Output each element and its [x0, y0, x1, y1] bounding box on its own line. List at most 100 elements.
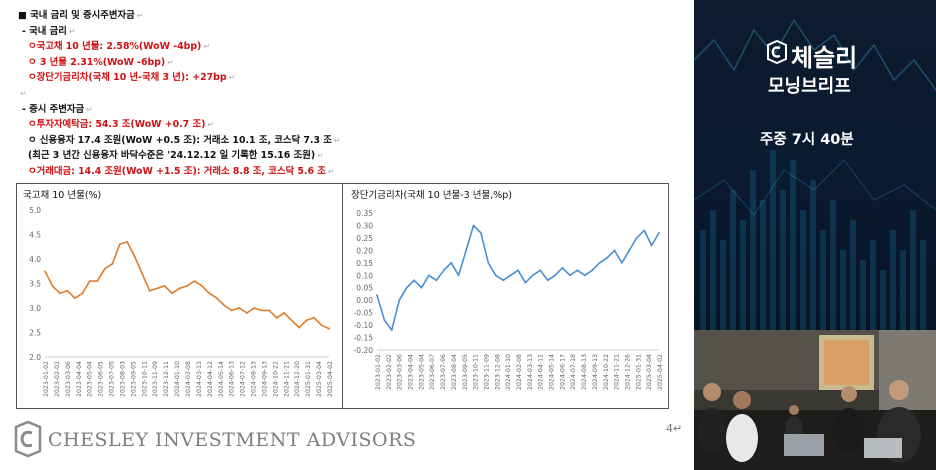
studio-people-image-icon	[694, 330, 936, 470]
data-point	[502, 279, 505, 282]
stream-panel: 체슬리 모닝브리프 주중 7시 40분	[694, 0, 936, 470]
data-point	[171, 292, 174, 295]
data-point	[487, 261, 490, 264]
y-tick-label: 0.10	[356, 271, 373, 280]
x-tick-label: 2023-04-04	[408, 354, 415, 390]
x-tick-label: 2024-11-21	[614, 354, 621, 390]
brand-subtitle: 모닝브리프	[768, 76, 851, 97]
webcam-video	[694, 330, 936, 470]
x-tick-label: 2024-01-10	[505, 354, 512, 390]
chesley-logo-icon	[14, 420, 42, 458]
y-tick-label: 0.25	[356, 234, 373, 243]
data-point	[298, 326, 300, 329]
data-point	[405, 286, 408, 289]
y-tick-label: -0.05	[354, 309, 374, 318]
y-tick-label: 0.15	[356, 259, 373, 268]
x-tick-label: 2024-10-22	[272, 361, 279, 397]
rate-item: ㅇ장단기금리차(국채 10 년-국채 3 년): +27bp ↵	[28, 72, 236, 84]
data-point	[598, 261, 601, 264]
data-point	[450, 261, 453, 264]
section-heading: ■ 국내 금리 및 증시주변자금 ↵	[18, 10, 144, 21]
data-point	[320, 324, 323, 327]
data-point	[413, 279, 415, 282]
x-tick-label: 2024-12-26	[624, 354, 631, 390]
data-point	[260, 309, 263, 312]
data-point	[201, 285, 203, 287]
x-tick-label: 2023-10-11	[473, 354, 480, 390]
data-point	[472, 224, 475, 227]
fund-item: ㅇ거래대금: 14.4 조원(WoW +1.5 조): 거래소 8.8 조, 코…	[28, 165, 335, 177]
x-tick-label: 2023-02-02	[386, 354, 393, 390]
data-point	[643, 229, 646, 232]
x-tick-label: 2024-12-20	[294, 361, 301, 397]
x-tick-label: 2024-09-13	[261, 361, 268, 397]
data-point	[546, 279, 549, 282]
data-point	[576, 269, 579, 272]
x-tick-label: 2024-08-13	[581, 354, 588, 390]
background-chart-icon	[694, 18, 936, 330]
data-point	[253, 307, 256, 309]
data-point	[517, 269, 519, 272]
data-point	[457, 274, 460, 277]
y-tick-label: 4.5	[29, 231, 41, 240]
data-point	[186, 285, 188, 287]
x-tick-label: 2023-01-02	[43, 361, 50, 397]
data-point	[223, 304, 226, 307]
x-tick-label: 2024-10-22	[603, 354, 610, 390]
x-tick-label: 2024-04-12	[538, 354, 545, 390]
data-point	[238, 307, 241, 309]
x-tick-label: 2023-05-04	[87, 361, 94, 397]
y-tick-label: 5.0	[29, 206, 41, 215]
x-tick-label: 2023-07-05	[109, 361, 116, 397]
x-tick-label: 2023-12-11	[163, 361, 170, 397]
data-point	[148, 289, 151, 292]
x-tick-label: 2024-07-12	[240, 361, 247, 397]
x-tick-label: 2023-05-04	[418, 354, 425, 390]
data-point	[88, 280, 91, 282]
data-point	[275, 316, 278, 319]
data-point	[328, 327, 330, 330]
charts-table: 국고채 10 년물(%) 장단기금리차(국채 10 년물-3 년물,%p) 5.…	[16, 183, 669, 409]
data-point	[290, 319, 293, 322]
x-tick-label: 2025-03-04	[316, 361, 323, 397]
brand-schedule: 주중 7시 40분	[760, 132, 854, 148]
data-point	[531, 274, 534, 277]
data-point	[268, 309, 271, 312]
data-point	[613, 249, 616, 252]
y-tick-label: 0.00	[356, 296, 373, 305]
data-point	[163, 285, 166, 287]
data-point	[554, 274, 556, 277]
x-tick-label: 2024-01-10	[174, 361, 181, 397]
data-point	[376, 294, 378, 297]
x-tick-label: 2024-06-13	[229, 361, 236, 397]
data-point	[390, 329, 393, 331]
x-tick-label: 2025-04-02	[327, 361, 334, 397]
data-point	[51, 285, 54, 287]
y-tick-label: -0.10	[354, 321, 374, 330]
x-tick-label: 2025-01-31	[305, 361, 312, 397]
data-point	[428, 274, 430, 277]
x-tick-label: 2023-09-05	[462, 354, 469, 390]
fund-item: ㅇ 신용융자 17.4 조원(WoW +0.5 조): 거래소 10.1 조, …	[28, 134, 341, 146]
x-tick-label: 2024-03-13	[527, 354, 534, 390]
data-point	[561, 266, 564, 269]
x-tick-label: 2023-12-08	[494, 354, 501, 390]
data-point	[305, 319, 308, 322]
data-point	[66, 289, 69, 292]
data-point	[216, 297, 218, 300]
series-line	[376, 224, 660, 331]
brand-title: 체슬리	[791, 44, 858, 72]
x-tick-label: 2025-04-02	[657, 354, 664, 390]
fund-item: (최근 3 년간 신용융자 바닥수준은 '24.12.12 일 기록한 15.1…	[28, 150, 324, 162]
data-point	[118, 243, 121, 246]
data-point	[569, 274, 571, 277]
rate-item: ㅇ국고채 10 년물: 2.58%(WoW -4bp) ↵	[28, 41, 211, 53]
data-point	[111, 263, 114, 265]
data-point	[480, 232, 482, 234]
data-point	[621, 261, 623, 264]
x-tick-label: 2025-03-04	[646, 354, 653, 390]
bullet-list: ■ 국내 금리 및 증시주변자금 ↵ - 국내 금리 ↵ ㅇ국고채 10 년물: 2…	[18, 8, 678, 180]
x-tick-label: 2023-09-05	[130, 361, 137, 397]
y-tick-label: 0.30	[356, 221, 373, 230]
data-point	[193, 280, 196, 282]
